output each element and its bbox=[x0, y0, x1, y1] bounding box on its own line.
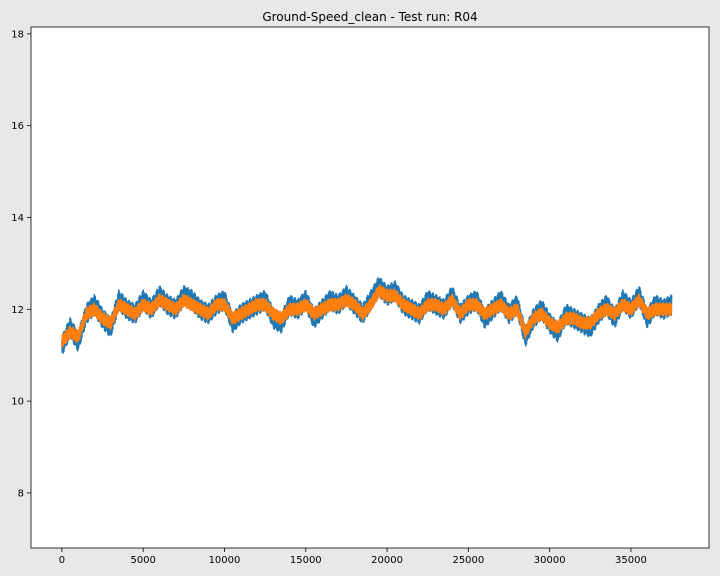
y-tick-label: 18 bbox=[11, 29, 24, 40]
plot-frame bbox=[30, 26, 710, 549]
y-tick-label: 12 bbox=[11, 305, 24, 316]
x-tick-label: 10000 bbox=[209, 555, 241, 566]
y-tick-label: 10 bbox=[11, 397, 24, 408]
x-tick-label: 20000 bbox=[371, 555, 403, 566]
x-tick-label: 0 bbox=[59, 555, 65, 566]
x-tick-label: 30000 bbox=[534, 555, 566, 566]
x-tick-label: 15000 bbox=[290, 555, 322, 566]
plot-area bbox=[31, 27, 709, 548]
chart-title: Ground-Speed_clean - Test run: R04 bbox=[262, 10, 477, 24]
x-tick-label: 5000 bbox=[130, 555, 155, 566]
y-tick-label: 14 bbox=[11, 213, 24, 224]
y-tick-label: 16 bbox=[11, 121, 24, 132]
series-line-2 bbox=[61, 284, 673, 348]
series-line-1 bbox=[61, 277, 673, 354]
axes-layer: 0 5000 10000 15000 20000 25000 30000 35000 8 10 12… bbox=[11, 29, 647, 566]
x-tick-label: 35000 bbox=[615, 555, 647, 566]
series-layer bbox=[61, 277, 673, 354]
y-tick-label: 8 bbox=[18, 488, 24, 499]
x-tick-label: 25000 bbox=[452, 555, 484, 566]
